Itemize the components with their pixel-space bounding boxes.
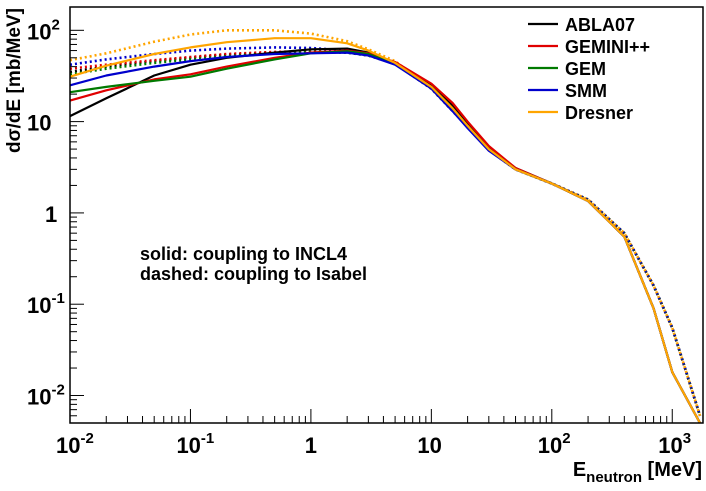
annotation-dashed: dashed: coupling to Isabel: [140, 264, 367, 284]
y-axis-title: dσ/dE [mb/MeV]: [4, 8, 25, 153]
y-tick-label-4-exp: -2: [51, 382, 64, 399]
legend-label-2: GEM: [565, 59, 606, 79]
legend-label-1: GEMINI++: [565, 37, 650, 57]
x-tick-label-4-exp: 2: [562, 430, 570, 447]
plot-frame: [69, 6, 704, 424]
y-tick-label-3-exp: -1: [51, 290, 64, 307]
x-tick-label-2-base: 1: [305, 433, 317, 458]
x-tick-label-2: 1: [305, 433, 317, 458]
y-tick-label-1: 10: [27, 111, 51, 136]
y-tick-label-4-base: 10: [27, 385, 51, 410]
y-tick-label-3-base: 10: [27, 293, 51, 318]
x-axis-title-main: E: [573, 459, 586, 481]
x-tick-label-3: 10: [417, 433, 441, 458]
legend-label-0: ABLA07: [565, 15, 635, 35]
x-tick-label-5: 103: [658, 430, 691, 458]
x-axis-title-unit: [MeV]: [642, 459, 702, 481]
y-tick-label-4: 10-2: [27, 382, 65, 410]
y-tick-label-0-base: 10: [27, 19, 51, 44]
legend-label-3: SMM: [565, 81, 607, 101]
x-tick-label-1-base: 10: [176, 433, 200, 458]
x-tick-label-4: 102: [538, 430, 571, 458]
annotation-solid: solid: coupling to INCL4: [140, 244, 347, 264]
x-tick-label-4-base: 10: [538, 433, 562, 458]
series-line-4: [69, 37, 701, 424]
y-tick-label-0-exp: 2: [51, 16, 59, 33]
x-tick-label-0: 10-2: [56, 430, 94, 458]
x-axis-title: Eneutron [MeV]: [573, 459, 702, 486]
y-tick-label-2: 1: [45, 202, 57, 227]
x-tick-label-1: 10-1: [176, 430, 214, 458]
series-layer: [69, 29, 702, 424]
y-tick-label-3: 10-1: [27, 290, 65, 318]
x-tick-label-1-exp: -1: [201, 430, 214, 447]
y-tick-label-2-base: 1: [45, 202, 57, 227]
x-tick-label-0-base: 10: [56, 433, 80, 458]
x-tick-label-0-exp: -2: [80, 430, 93, 447]
x-axis-title-sub: neutron: [586, 469, 642, 486]
y-tick-label-1-base: 10: [27, 111, 51, 136]
legend-label-4: Dresner: [565, 103, 633, 123]
x-tick-label-5-exp: 3: [683, 430, 691, 447]
y-tick-label-0: 102: [27, 16, 60, 44]
x-tick-label-5-base: 10: [658, 433, 682, 458]
x-tick-label-3-base: 10: [417, 433, 441, 458]
